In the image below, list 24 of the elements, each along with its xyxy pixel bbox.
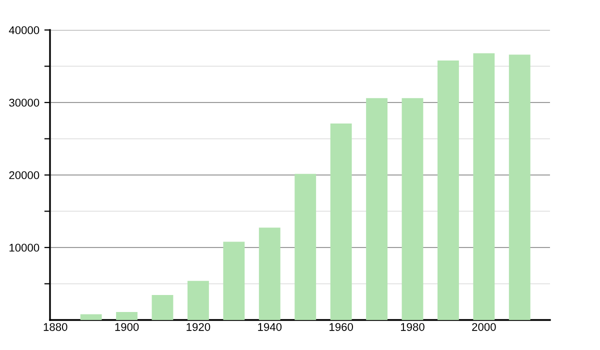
x-tick-label: 1900	[115, 323, 139, 331]
bar	[188, 280, 209, 320]
bar	[294, 174, 316, 320]
x-tick-label: 1940	[258, 323, 282, 331]
y-tick-label: 40000	[8, 26, 40, 34]
bar	[438, 60, 459, 320]
bar	[258, 228, 280, 320]
bar	[80, 314, 102, 320]
x-tick-label: 2000	[472, 323, 496, 331]
bar	[508, 54, 530, 320]
bar	[366, 98, 388, 320]
bar	[223, 242, 245, 320]
y-tick-label: 20000	[9, 171, 40, 180]
x-tick-label: 1980	[400, 323, 424, 331]
bar	[152, 294, 174, 320]
bar	[330, 124, 352, 320]
bar	[473, 53, 495, 320]
x-tick-label: 1920	[186, 323, 210, 331]
y-tick-label: 30000	[9, 98, 40, 107]
y-tick-label: 10000	[10, 244, 40, 252]
x-tick-label: 1960	[330, 323, 353, 331]
bar	[116, 312, 138, 320]
bar	[402, 98, 424, 320]
x-tick-label: 1880	[44, 323, 68, 331]
